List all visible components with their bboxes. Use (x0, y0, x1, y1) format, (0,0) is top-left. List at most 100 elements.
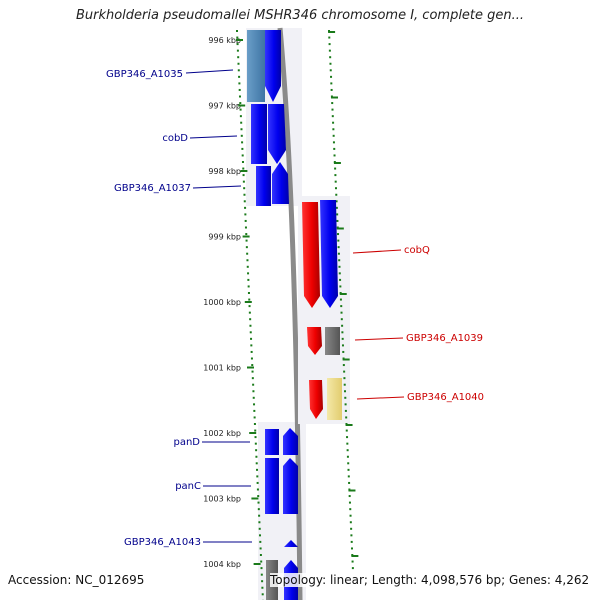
ruler-minor-tick-left (248, 305, 251, 308)
ruler-minor-tick-left (245, 233, 248, 236)
ruler-minor-tick-left (242, 180, 245, 183)
gene-feature-panC-part2[interactable] (283, 458, 298, 514)
ruler-minor-tick-left (238, 95, 241, 98)
ruler-minor-tick-right (332, 141, 335, 144)
ruler-minor-tick-right (335, 206, 338, 209)
ruler-minor-tick-right (332, 134, 335, 137)
ruler-minor-tick-left (261, 593, 264, 596)
gene-feature-GBP346_A1039-part2[interactable] (325, 327, 340, 355)
gene-feature-cobQ-part2[interactable] (320, 200, 338, 308)
ruler-minor-tick-left (244, 226, 247, 229)
ruler-minor-tick-left (248, 311, 251, 314)
ruler-minor-tick-right (329, 69, 332, 72)
ruler-minor-tick-right (332, 128, 335, 131)
ruler-minor-tick-right (331, 102, 334, 105)
ruler-minor-tick-right (351, 567, 354, 570)
ruler-minor-tick-left (246, 252, 249, 255)
ruler-minor-tick-right (348, 501, 351, 504)
ruler-minor-tick-right (329, 62, 332, 65)
gene-label-GBP346_A1043[interactable]: GBP346_A1043 (124, 537, 201, 548)
ruler-minor-tick-left (243, 187, 246, 190)
ruler-minor-tick-right (336, 219, 339, 222)
ruler-minor-tick-left (250, 357, 253, 360)
ruler-minor-tick-left (245, 239, 248, 242)
ruler-minor-tick-left (261, 580, 264, 583)
ruler-minor-tick-left (254, 436, 257, 439)
ruler-minor-tick-right (346, 436, 349, 439)
ruler-minor-tick-right (346, 442, 349, 445)
ruler-minor-tick-right (340, 318, 343, 321)
leader-line-cobQ (352, 249, 402, 254)
gene-label-GBP346_A1035[interactable]: GBP346_A1035 (106, 69, 183, 80)
ruler-minor-tick-left (236, 30, 238, 32)
ruler-minor-tick-left (259, 540, 262, 543)
gene-labels: GBP346_A1035 cobD GBP346_A1037 cobQ GBP3… (106, 69, 484, 548)
ruler-minor-tick-left (247, 272, 250, 275)
ruler-minor-tick-left (243, 200, 246, 203)
gene-label-cobQ[interactable]: cobQ (404, 245, 430, 256)
ruler-minor-tick-left (238, 82, 241, 85)
ruler-minor-tick-right (339, 278, 342, 281)
ruler-minor-tick-right (337, 239, 340, 242)
ruler-minor-tick-right (344, 390, 347, 393)
gene-feature-GBP346_A1037-part2[interactable] (272, 162, 289, 204)
ruler-minor-tick-right (341, 331, 344, 334)
ruler-minor-tick-right (349, 508, 352, 511)
gene-label-GBP346_A1040[interactable]: GBP346_A1040 (407, 392, 484, 403)
ruler-minor-tick-right (339, 298, 342, 301)
ruler-minor-tick-left (246, 265, 249, 268)
ruler-minor-tick-left (240, 128, 243, 131)
gene-feature-GBP346_A1040-part1[interactable] (309, 380, 323, 419)
ruler-minor-tick-left (238, 88, 241, 91)
ruler-minor-tick-right (330, 75, 333, 78)
gene-label-GBP346_A1039[interactable]: GBP346_A1039 (406, 333, 483, 344)
gene-label-panC[interactable]: panC (175, 481, 201, 492)
ruler-minor-tick-right (350, 527, 353, 530)
gene-label-GBP346_A1037[interactable]: GBP346_A1037 (114, 183, 191, 194)
ruler-minor-tick-left (241, 141, 244, 144)
ruler-minor-tick-left (246, 259, 249, 262)
gene-feature-GBP346_A1037-part1[interactable] (256, 166, 271, 206)
gene-feature-panD-part1[interactable] (265, 429, 279, 455)
ruler-minor-tick-right (329, 56, 332, 59)
gene-feature-GBP346_A1035-part2[interactable] (265, 30, 281, 102)
gene-feature-cobD-part1[interactable] (251, 104, 267, 164)
gene-feature-panC-part1[interactable] (265, 458, 279, 514)
gene-feature-panD-part2[interactable] (283, 428, 298, 455)
gene-label-cobD[interactable]: cobD (162, 133, 188, 144)
gene-feature-GBP346_A1039-part1[interactable] (307, 327, 322, 355)
ruler-minor-tick-right (350, 540, 353, 543)
ruler-minor-tick-left (259, 547, 262, 550)
ruler-minor-tick-right (347, 475, 350, 478)
ruler-minor-tick-left (260, 567, 263, 570)
ruler-minor-tick-right (348, 481, 351, 484)
ruler-minor-tick-left (249, 331, 252, 334)
ruler-minor-tick-right (350, 547, 353, 550)
ruler-minor-tick-right (330, 82, 333, 85)
gene-feature-GBP346_A1040-part2[interactable] (327, 378, 342, 420)
gene-feature-GBP346_A1043[interactable] (284, 540, 298, 547)
ruler-minor-tick-right (337, 246, 340, 249)
ruler-minor-tick-right (333, 154, 336, 157)
ruler-minor-tick-right (344, 403, 347, 406)
gene-label-panD[interactable]: panD (173, 437, 200, 448)
ruler-minor-tick-right (335, 193, 338, 196)
ruler-minor-tick-right (346, 455, 349, 458)
ruler-minor-tick-right (343, 370, 346, 373)
leader-line-GBP346_A1040 (356, 396, 405, 400)
ruler-minor-tick-left (236, 49, 239, 52)
gene-feature-cobD-part2[interactable] (268, 104, 286, 164)
ruler-minor-tick-left (242, 174, 245, 177)
gene-feature-cobQ-part1[interactable] (302, 202, 320, 308)
gene-feature-GBP346_A1035-part1[interactable] (247, 30, 265, 102)
ruler-minor-tick-right (341, 344, 344, 347)
ruler-minor-tick-right (347, 462, 350, 465)
ruler-minor-tick-right (346, 449, 349, 452)
ruler-minor-tick-left (244, 213, 247, 216)
ruler-minor-tick-right (338, 259, 341, 262)
ruler-minor-tick-right (348, 495, 351, 498)
ruler-minor-tick-right (347, 468, 350, 471)
ruler-minor-tick-left (253, 416, 256, 419)
ruler-minor-tick-right (333, 147, 336, 150)
ruler-minor-tick-left (253, 423, 256, 425)
